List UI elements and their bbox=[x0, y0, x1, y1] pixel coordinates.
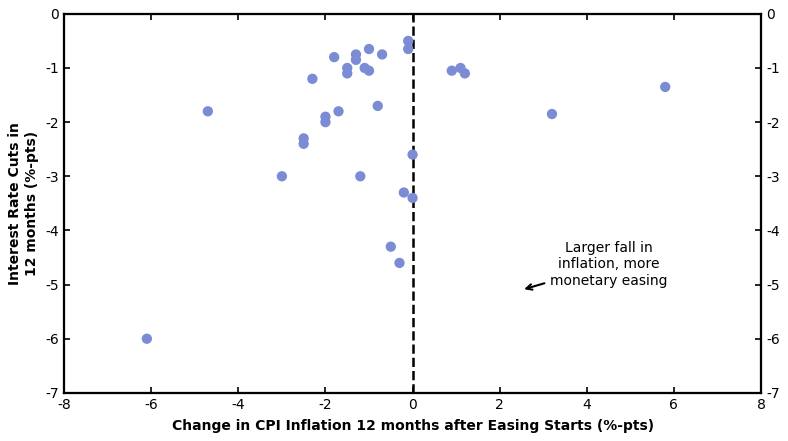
Point bbox=[276, 173, 288, 180]
Point bbox=[297, 135, 310, 142]
Point bbox=[140, 335, 153, 342]
Point bbox=[333, 108, 345, 115]
Point bbox=[350, 56, 362, 64]
Point bbox=[354, 173, 366, 180]
Point bbox=[454, 64, 466, 71]
Point bbox=[371, 102, 384, 109]
Point bbox=[407, 194, 419, 202]
Point bbox=[297, 140, 310, 147]
Point bbox=[202, 108, 214, 115]
Point bbox=[376, 51, 388, 58]
Point bbox=[306, 75, 318, 82]
Point bbox=[328, 54, 340, 61]
Point bbox=[398, 189, 411, 196]
Point bbox=[402, 37, 414, 45]
Y-axis label: Interest Rate Cuts in
12 months (%-pts): Interest Rate Cuts in 12 months (%-pts) bbox=[9, 122, 39, 285]
Point bbox=[445, 67, 458, 74]
Point bbox=[407, 151, 419, 158]
Point bbox=[362, 67, 375, 74]
Point bbox=[402, 45, 414, 52]
Point bbox=[459, 70, 471, 77]
Point bbox=[341, 64, 354, 71]
Point bbox=[393, 259, 406, 266]
Point bbox=[362, 45, 375, 52]
Point bbox=[545, 111, 558, 118]
Point bbox=[341, 70, 354, 77]
Text: Larger fall in
inflation, more
monetary easing: Larger fall in inflation, more monetary … bbox=[526, 241, 667, 290]
Point bbox=[350, 51, 362, 58]
Point bbox=[385, 243, 397, 250]
Point bbox=[659, 83, 671, 90]
Point bbox=[319, 119, 332, 126]
Point bbox=[359, 64, 371, 71]
X-axis label: Change in CPI Inflation 12 months after Easing Starts (%-pts): Change in CPI Inflation 12 months after … bbox=[172, 419, 653, 433]
Point bbox=[319, 113, 332, 120]
